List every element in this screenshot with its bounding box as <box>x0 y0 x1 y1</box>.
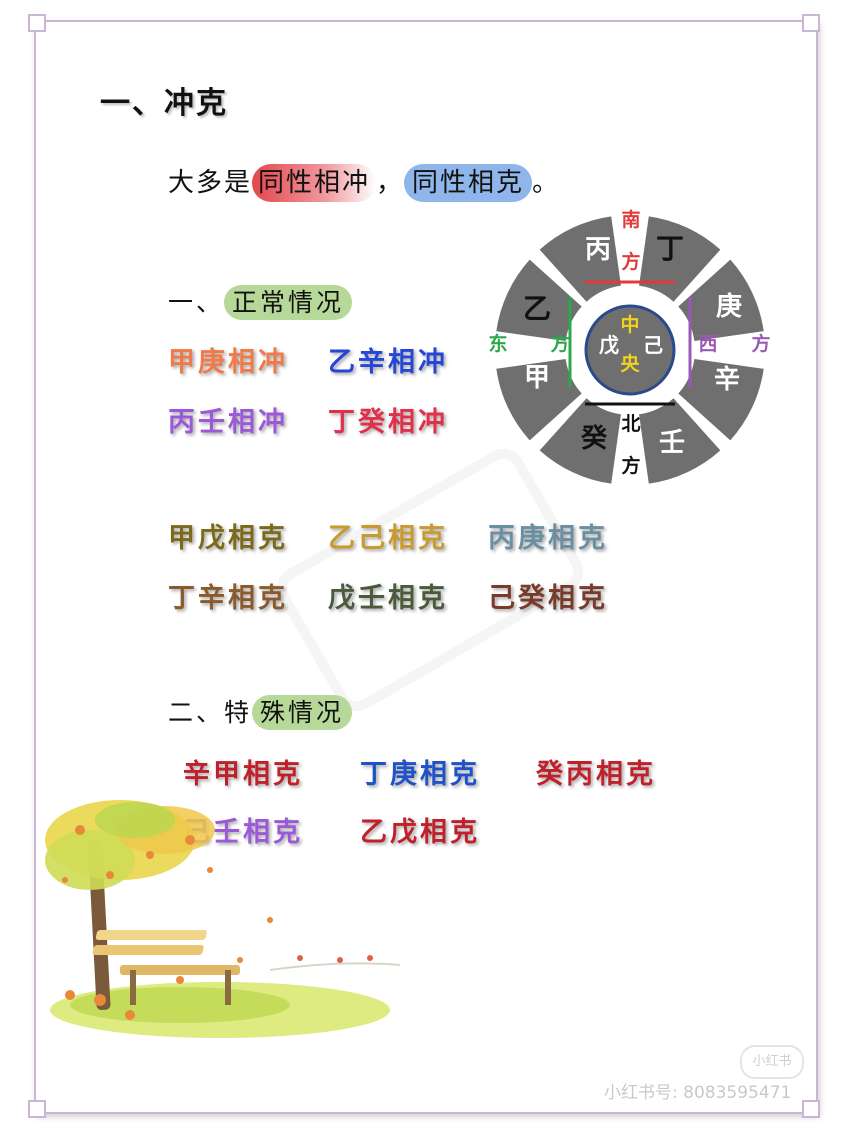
direction-label: 方 <box>751 332 770 355</box>
page-title: 一、冲克 <box>100 86 228 121</box>
section-special-heading: 二、特 殊情况 <box>168 693 353 730</box>
special_pairs-pair: 癸丙相克 <box>536 759 656 790</box>
frame-corner <box>802 1100 820 1118</box>
xiaohongshu-logo: 小红书 <box>740 1045 804 1079</box>
watermark-id: 小红书号: 8083595471 <box>604 1083 792 1103</box>
stem-label: 辛 <box>714 364 740 395</box>
segment-xin <box>678 359 764 441</box>
segment-gui <box>539 398 621 484</box>
center-label: 戊 <box>599 333 619 357</box>
section-highlight: 殊情况 <box>252 695 353 730</box>
section-highlight: 正常情况 <box>224 285 353 320</box>
intro-line: 大多是 同性相冲，同性相克。 <box>168 162 561 202</box>
ke_pairs-pair: 乙己相克 <box>328 523 448 554</box>
intro-prefix: 大多是 <box>168 168 253 198</box>
chong_pairs-pair: 丁癸相冲 <box>328 407 448 438</box>
center-label: 央 <box>620 352 640 375</box>
ke_pairs-pair: 丁辛相克 <box>168 583 288 614</box>
center-circle <box>584 304 676 396</box>
ke_pairs-pair: 丙庚相克 <box>488 523 608 554</box>
highlight-same-ke: 同性相克 <box>404 164 533 202</box>
stem-direction-wheel: 丙丁庚辛壬癸甲乙南方北方东方西方戊中央己 <box>488 209 771 484</box>
frame-corner <box>28 14 46 32</box>
direction-label: 北 <box>621 413 640 435</box>
segment-bing <box>539 216 621 302</box>
direction-label: 方 <box>621 250 640 273</box>
intro-sep: ， <box>376 168 405 198</box>
ke_pairs-pair: 甲戊相克 <box>168 523 288 554</box>
direction-label: 南 <box>621 209 640 231</box>
autumn-tree-bench-illustration <box>45 800 401 1038</box>
direction-label: 方 <box>550 332 569 355</box>
segment-ren <box>639 398 721 484</box>
segment-yi <box>496 259 582 341</box>
section-normal-heading: 一、 正常情况 <box>168 283 353 320</box>
ke_pairs-pair: 戊壬相克 <box>328 583 448 614</box>
frame-corner <box>802 14 820 32</box>
chong_pairs-pair: 甲庚相冲 <box>168 347 288 378</box>
stem-label: 甲 <box>524 363 550 393</box>
stem-label: 壬 <box>659 428 685 458</box>
direction-label: 西 <box>698 333 717 355</box>
highlight-same-chong: 同性相冲 <box>252 164 377 202</box>
special_pairs-pair: 辛甲相克 <box>183 759 303 790</box>
special_pairs-pair: 乙戊相克 <box>360 817 480 848</box>
segment-ding <box>639 216 721 302</box>
intro-suffix: 。 <box>532 168 561 198</box>
direction-label: 东 <box>488 332 507 355</box>
chong_pairs-pair: 乙辛相冲 <box>328 347 448 378</box>
special_pairs-pair: 丁庚相克 <box>360 759 480 790</box>
stem-label: 丙 <box>585 235 611 265</box>
section-number: 一、 <box>168 288 225 317</box>
ke_pairs-pair: 己癸相克 <box>488 583 608 614</box>
stem-label: 丁 <box>656 232 684 265</box>
frame-corner <box>28 1100 46 1118</box>
section-number: 二、 <box>168 698 225 727</box>
chong_pairs-pair: 丙壬相冲 <box>168 407 288 438</box>
stem-label: 庚 <box>716 291 742 322</box>
direction-label: 方 <box>621 454 640 477</box>
section-pre: 特 <box>224 698 253 727</box>
center-label: 己 <box>643 333 663 357</box>
center-label: 中 <box>620 313 639 336</box>
segment-jia <box>496 359 582 441</box>
stem-label: 乙 <box>523 292 551 325</box>
stem-label: 癸 <box>580 423 608 454</box>
segment-geng <box>678 259 764 341</box>
